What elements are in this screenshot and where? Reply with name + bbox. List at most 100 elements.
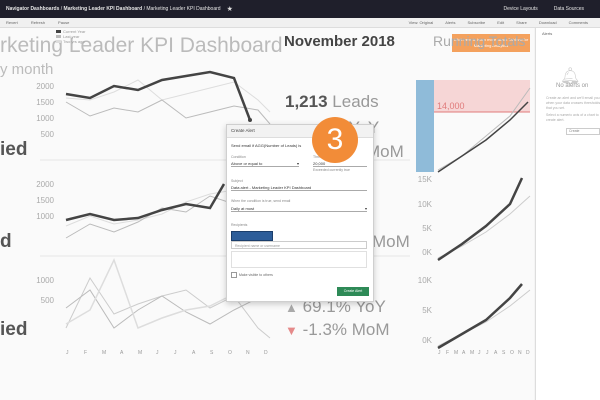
- edit-button[interactable]: Edit: [497, 20, 505, 25]
- condition-select[interactable]: Above or equal to ▾: [231, 161, 299, 167]
- bell-icon: 🔔︎: [560, 68, 581, 85]
- series-last-year: [65, 289, 271, 329]
- subject-input[interactable]: Data alert - Marketing Leader KPI Dashbo…: [231, 185, 367, 191]
- month-tick: N: [518, 350, 522, 356]
- subscribe-button[interactable]: Subscribe: [467, 20, 486, 25]
- breadcrumb-separator: /: [143, 6, 145, 12]
- kpi-leads: 1,213 Leads: [285, 92, 379, 112]
- running-totals-chart-3: [437, 283, 531, 350]
- row-label-2: d: [0, 231, 12, 252]
- kpi-mom-3-value: -1.3% MoM: [302, 320, 390, 339]
- breadcrumb-link-workbook[interactable]: Marketing Leader KPI Dashboard: [63, 6, 143, 12]
- make-visible-checkbox[interactable]: Make visible to others: [231, 272, 273, 278]
- checkbox-box[interactable]: [231, 272, 237, 278]
- comments-button[interactable]: Comments: [568, 20, 588, 25]
- download-button[interactable]: Download: [538, 20, 557, 25]
- create-alert-button[interactable]: Create Alert: [337, 287, 369, 296]
- y-tick: 1000: [36, 114, 54, 123]
- alerts-panel-header: Alerts: [542, 31, 553, 36]
- month-tick: O: [510, 350, 514, 356]
- month-tick: J: [486, 350, 489, 356]
- running-totals-chart-1: [416, 80, 531, 173]
- kpi-mom-3: ▼ -1.3% MoM: [285, 320, 390, 340]
- alerts-instructions: Select a numeric axis of a chart to crea…: [546, 113, 599, 122]
- create-alert-side-button[interactable]: Create: [566, 128, 600, 135]
- share-button[interactable]: Share: [516, 20, 527, 25]
- y-tick: 500: [40, 130, 54, 139]
- running-totals-chart-2: [437, 177, 531, 262]
- view-original-button[interactable]: View: Original: [408, 20, 434, 25]
- kpi-leads-label: Leads: [332, 92, 379, 111]
- alerts-panel: Alerts 🔔︎ No alerts on Create an alert a…: [535, 28, 600, 400]
- series-last-year: [437, 289, 531, 347]
- month-header: November 2018: [284, 33, 395, 50]
- month-tick: A: [494, 350, 498, 356]
- breadcrumb-current-view: Marketing Leader KPI Dashboard: [146, 6, 221, 12]
- month-tick: N: [246, 350, 250, 356]
- breadcrumb: Navigator Dashboards / Marketing Leader …: [6, 6, 221, 12]
- month-tick: J: [478, 350, 481, 356]
- series-current-year: [437, 283, 523, 350]
- y-tick: 1000: [36, 212, 54, 221]
- kpi-leads-value: 1,213: [285, 92, 328, 111]
- selected-axis-band: [416, 80, 434, 172]
- device-layouts-button[interactable]: Device Layouts: [503, 6, 538, 12]
- y-tick: 1500: [36, 98, 54, 107]
- series-current-year: [437, 101, 529, 173]
- month-tick: J: [66, 350, 69, 356]
- refresh-button[interactable]: Refresh: [30, 20, 45, 25]
- subject-label: Subject: [231, 179, 243, 183]
- goal-label: 14,000: [437, 101, 465, 111]
- when-label: When the condition is true, send email: [231, 199, 291, 203]
- learn-more-banner[interactable]: Click here to learn more about Tableau f…: [452, 34, 530, 52]
- alerts-button[interactable]: Alerts: [445, 20, 456, 25]
- pause-button[interactable]: Pause: [58, 20, 70, 25]
- sql-line-chart: [65, 258, 271, 339]
- series-current-year: [437, 177, 524, 262]
- y-tick: 2000: [36, 82, 54, 91]
- leads-line-chart: [65, 70, 271, 125]
- legend-item-last-year: Last year: [56, 34, 85, 39]
- series-two-yrs-ago: [65, 276, 271, 339]
- favorite-star-icon[interactable]: ★: [226, 6, 233, 13]
- breadcrumb-separator: /: [60, 6, 63, 12]
- data-sources-button[interactable]: Data Sources: [553, 6, 584, 12]
- row-label-3: ied: [0, 319, 28, 340]
- rt-y-tick: 15K: [417, 175, 432, 184]
- series-last-year: [65, 99, 271, 125]
- condition-label: Condition: [231, 155, 246, 159]
- rt-y-tick: 10K: [417, 200, 432, 209]
- row-label-1: ied: [0, 139, 28, 160]
- threshold-input[interactable]: 20,000: [313, 161, 367, 167]
- up-triangle-icon: ▲: [285, 300, 298, 315]
- rt-y-tick: 5K: [422, 224, 432, 233]
- chevron-down-icon: ▾: [296, 161, 299, 166]
- revert-button[interactable]: Revert: [6, 20, 18, 25]
- last-point: [248, 118, 252, 122]
- recipient-chip[interactable]: [231, 231, 273, 241]
- month-tick: D: [264, 350, 268, 356]
- breadcrumb-link-dashboards[interactable]: Navigator Dashboards: [6, 6, 60, 12]
- legend: Current Year Last year Two yrs ago: [56, 29, 85, 44]
- month-tick: S: [502, 350, 506, 356]
- running-totals-header: Running Totals: [433, 33, 526, 49]
- series-current-year: [65, 183, 226, 222]
- month-tick: S: [210, 350, 214, 356]
- legend-item-two-yrs-ago: Two yrs ago: [56, 39, 85, 44]
- goal-band: [434, 80, 530, 112]
- month-tick: J: [174, 350, 177, 356]
- month-tick: A: [462, 350, 466, 356]
- recipient-input[interactable]: Recipient name or username: [231, 241, 367, 249]
- series-current-year: [65, 70, 252, 121]
- top-bar: Navigator Dashboards / Marketing Leader …: [0, 0, 600, 18]
- kpi-mom-2: MoM: [372, 232, 410, 251]
- series-current-year: [65, 258, 227, 329]
- month-tick: M: [470, 350, 475, 356]
- kpi-mom-1: MoM: [366, 142, 404, 161]
- frequency-select[interactable]: Daily at most ▾: [231, 206, 367, 212]
- send-email-condition: Send email if AGG(Number of Leads) is: [231, 143, 302, 148]
- month-tick: O: [228, 350, 232, 356]
- legend-item-current-year: Current Year: [56, 29, 85, 34]
- rt-y-tick: 5K: [422, 306, 432, 315]
- month-tick: J: [438, 350, 441, 356]
